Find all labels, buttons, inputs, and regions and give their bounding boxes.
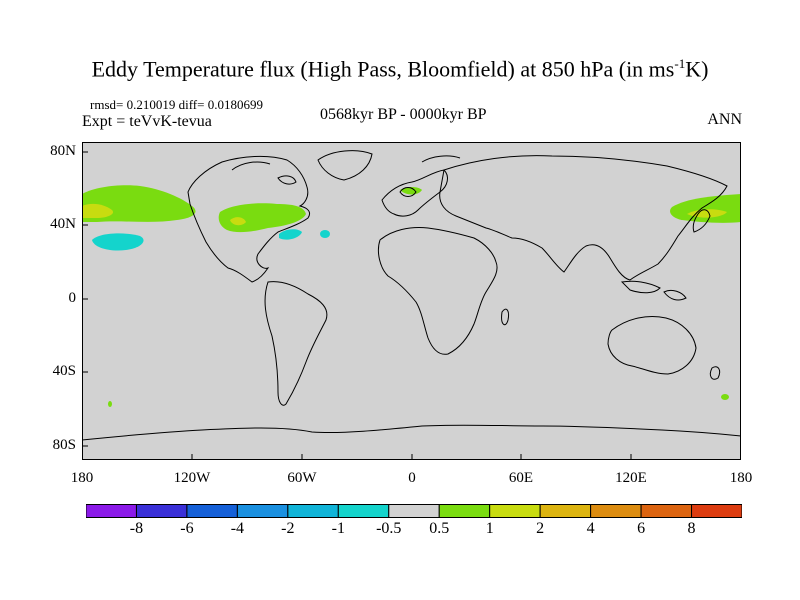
lon-label-180e: 180 — [729, 470, 753, 486]
colorbar-swatch — [135, 504, 188, 518]
colorbar-swatch — [287, 504, 339, 518]
region-subtropical-pacific-cyan — [92, 233, 144, 251]
colorbar-swatch — [236, 504, 289, 518]
lon-label-120w: 120W — [173, 470, 211, 486]
stats-text: rmsd= 0.210019 diff= 0.0180699 — [90, 97, 263, 112]
colorbar-swatch — [691, 504, 742, 518]
lon-label-0: 0 — [408, 470, 416, 486]
map-ticks — [82, 151, 632, 460]
lat-label-40n: 40N — [50, 216, 76, 232]
region-north-pacific-yellow-west — [82, 203, 114, 218]
world-map — [82, 142, 741, 460]
map-title: Eddy Temperature flux (High Pass, Bloomf… — [91, 56, 709, 82]
colorbar-label: -4 — [230, 520, 245, 537]
colorbar-label: -2 — [281, 520, 295, 537]
colorbar-swatch — [86, 504, 137, 518]
region-europe-green — [400, 187, 422, 195]
coastlines — [82, 150, 741, 441]
colorbar-label: 1 — [485, 520, 494, 537]
colorbar-swatch — [590, 504, 642, 518]
colorbar-swatch — [388, 504, 440, 518]
region-east-asia-green — [670, 194, 741, 223]
colorbar-label: 2 — [536, 520, 545, 537]
colorbar-label: 8 — [687, 520, 696, 537]
season-label: ANN — [707, 111, 742, 128]
colorbar-swatch — [337, 504, 390, 518]
lon-label-120e: 120E — [615, 470, 647, 486]
colorbar-swatch — [438, 504, 491, 518]
lat-label-40s: 40S — [52, 363, 76, 379]
colorbar-label: -1 — [331, 520, 345, 537]
map-background — [82, 142, 741, 460]
colorbar-label: 0.5 — [429, 520, 450, 537]
experiment-label: Expt = teVvK-tevua — [82, 113, 212, 130]
region-north-america-yellow — [230, 217, 246, 226]
lon-label-60w: 60W — [287, 470, 317, 486]
period-label: 0568kyr BP - 0000kyr BP — [320, 106, 487, 123]
colorbar-swatch — [489, 504, 541, 518]
lon-label-180w: 180 — [70, 470, 94, 486]
lat-label-0: 0 — [68, 290, 77, 306]
colorbar-label: 6 — [637, 520, 646, 537]
region-north-atlantic-cyan — [279, 229, 302, 240]
colorbar-swatch — [186, 504, 238, 518]
lat-label-80n: 80N — [50, 143, 76, 159]
lat-label-80s: 80S — [52, 437, 76, 453]
colorbar-swatch — [539, 504, 592, 518]
colorbar-label: -8 — [129, 520, 144, 537]
region-north-atlantic-cyan-small — [320, 230, 330, 238]
colorbar-swatch — [640, 504, 693, 518]
colorbar — [86, 504, 742, 518]
lon-label-60e: 60E — [508, 470, 534, 486]
colorbar-label: -6 — [180, 520, 194, 537]
colorbar-label: -0.5 — [376, 520, 402, 537]
region-south-pacific-green — [108, 401, 112, 407]
region-south-pacific-green-east — [721, 394, 729, 400]
colorbar-label: 4 — [586, 520, 595, 537]
